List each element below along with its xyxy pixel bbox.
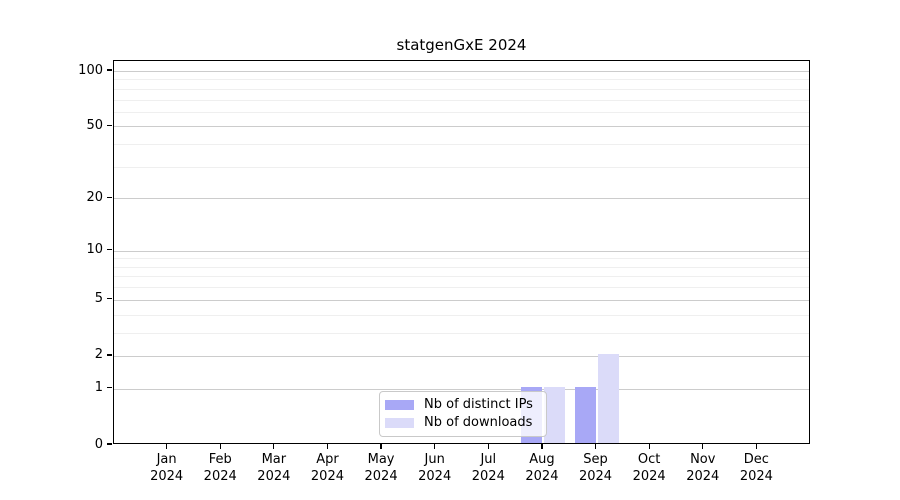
x-tick-month: Jun xyxy=(424,452,445,467)
x-tick-month: Nov xyxy=(690,452,716,467)
minor-gridline xyxy=(114,314,809,316)
bar-downloads xyxy=(598,353,620,443)
x-tick-year: 2024 xyxy=(257,469,291,484)
x-tick-label: Jan 2024 xyxy=(127,451,207,485)
x-tick-year: 2024 xyxy=(310,469,344,484)
x-tick-mark xyxy=(755,444,758,449)
bar-distinct-ips xyxy=(575,386,597,443)
bar-downloads xyxy=(544,386,566,443)
minor-gridline xyxy=(114,166,809,168)
major-gridline xyxy=(114,198,809,200)
y-tick-label: 1 xyxy=(94,380,103,396)
minor-gridline xyxy=(114,287,809,289)
x-tick-year: 2024 xyxy=(739,469,773,484)
x-tick-mark xyxy=(165,444,168,449)
x-tick-mark xyxy=(273,444,275,449)
x-tick-mark xyxy=(648,444,650,449)
x-tick-year: 2024 xyxy=(632,469,666,484)
y-tick-mark xyxy=(107,387,112,389)
y-tick-mark xyxy=(107,298,112,300)
y-tick-mark xyxy=(107,354,112,356)
x-tick-year: 2024 xyxy=(686,469,720,484)
y-tick-label: 50 xyxy=(86,117,103,133)
minor-gridline xyxy=(114,99,809,101)
x-tick-year: 2024 xyxy=(364,469,398,484)
y-tick-label: 0 xyxy=(94,436,103,452)
major-gridline xyxy=(114,355,809,357)
y-tick-label: 10 xyxy=(86,242,103,258)
major-gridline xyxy=(114,71,809,72)
x-tick-mark xyxy=(380,444,382,449)
x-tick-label: Nov 2024 xyxy=(663,451,743,485)
y-tick-label: 5 xyxy=(94,291,103,307)
x-tick-mark xyxy=(219,444,221,449)
x-tick-month: Aug xyxy=(529,452,555,467)
x-tick-label: Jul 2024 xyxy=(448,451,528,485)
legend-swatch-downloads xyxy=(385,418,414,428)
y-tick-mark xyxy=(107,196,112,198)
y-tick-label: 100 xyxy=(78,62,103,78)
x-tick-label: Apr 2024 xyxy=(287,451,367,485)
major-gridline xyxy=(114,126,809,128)
plot-area: Nb of distinct IPs Nb of downloads xyxy=(113,60,810,444)
minor-gridline xyxy=(114,79,809,81)
x-tick-month: Mar xyxy=(261,452,287,467)
x-tick-label: May 2024 xyxy=(341,451,421,485)
x-tick-mark xyxy=(594,444,597,449)
x-tick-label: Mar 2024 xyxy=(234,451,314,485)
x-tick-year: 2024 xyxy=(203,469,237,484)
x-tick-month: Sep xyxy=(583,452,608,467)
legend-label-distinct-ips: Nb of distinct IPs xyxy=(424,397,533,412)
minor-gridline xyxy=(114,276,809,278)
x-tick-year: 2024 xyxy=(578,469,613,484)
x-tick-mark xyxy=(702,444,704,449)
y-tick-mark xyxy=(107,69,112,71)
x-tick-label: Aug 2024 xyxy=(502,451,582,485)
x-tick-year: 2024 xyxy=(471,469,505,484)
legend-item-downloads: Nb of downloads xyxy=(385,414,540,432)
x-tick-month: May xyxy=(367,452,395,467)
x-tick-mark xyxy=(326,444,329,449)
x-tick-month: Dec xyxy=(743,452,769,467)
y-tick-mark xyxy=(107,249,112,251)
minor-gridline xyxy=(114,258,809,260)
x-tick-mark xyxy=(434,444,436,449)
y-tick-label: 2 xyxy=(94,347,103,363)
x-tick-label: Feb 2024 xyxy=(180,451,260,485)
minor-gridline xyxy=(114,88,809,90)
y-tick-mark xyxy=(107,124,112,127)
legend-item-distinct-ips: Nb of distinct IPs xyxy=(385,396,540,414)
legend: Nb of distinct IPs Nb of downloads xyxy=(379,391,547,437)
x-tick-month: Oct xyxy=(637,452,661,467)
legend-swatch-distinct-ips xyxy=(385,400,414,410)
minor-gridline xyxy=(114,332,809,334)
x-tick-year: 2024 xyxy=(418,469,452,484)
minor-gridline xyxy=(114,111,809,113)
y-tick-mark xyxy=(107,443,112,445)
x-tick-month: Jul xyxy=(480,452,497,467)
x-tick-month: Apr xyxy=(316,452,339,467)
x-tick-year: 2024 xyxy=(150,469,184,484)
major-gridline xyxy=(114,299,809,301)
minor-gridline xyxy=(114,266,809,268)
minor-gridline xyxy=(114,144,809,146)
x-tick-label: Oct 2024 xyxy=(609,451,689,485)
x-tick-label: Sep 2024 xyxy=(556,451,636,485)
legend-label-downloads: Nb of downloads xyxy=(424,415,533,430)
y-tick-label: 20 xyxy=(86,189,103,205)
x-tick-month: Feb xyxy=(208,452,232,467)
x-tick-month: Jan xyxy=(156,452,177,467)
x-tick-label: Dec 2024 xyxy=(716,451,796,485)
x-tick-year: 2024 xyxy=(525,469,559,484)
chart-title: statgenGxE 2024 xyxy=(396,36,527,54)
x-tick-mark xyxy=(541,444,543,449)
major-gridline xyxy=(114,250,809,252)
x-tick-mark xyxy=(487,444,489,449)
major-gridline xyxy=(114,388,809,390)
x-tick-label: Jun 2024 xyxy=(395,451,475,485)
